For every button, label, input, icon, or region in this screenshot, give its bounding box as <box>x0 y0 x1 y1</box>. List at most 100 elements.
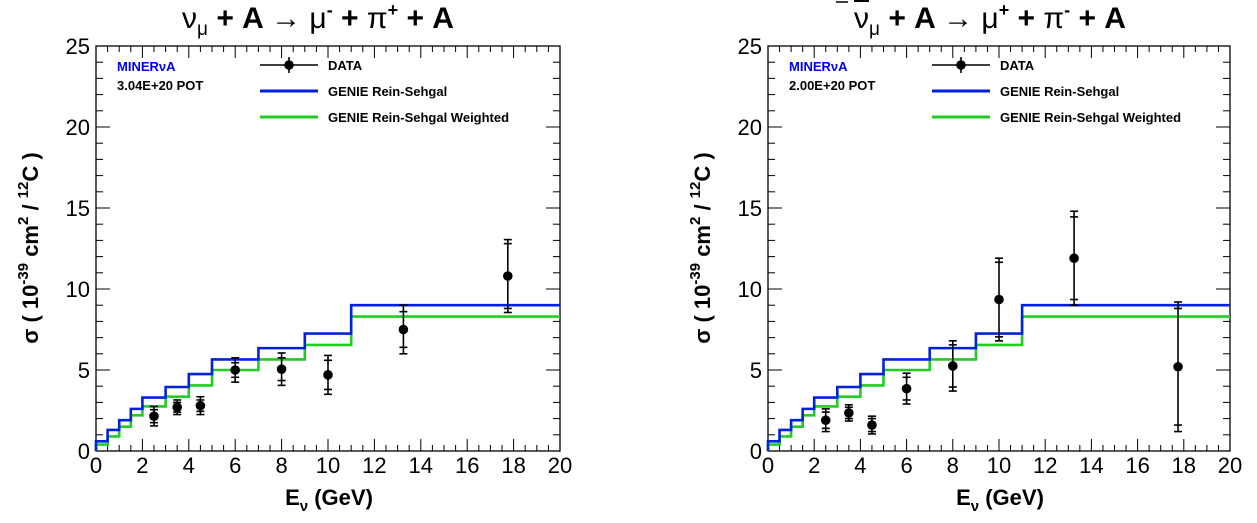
title-pi: π <box>367 2 388 35</box>
genie-rein-sehgal-line <box>766 303 1230 451</box>
x-tick-label: 18 <box>1172 453 1196 478</box>
x-axis-label: Eν (GeV) <box>285 485 373 515</box>
y-tick-label: 5 <box>78 358 90 383</box>
title-nu-sub: μ <box>869 19 880 40</box>
x-tick-label: 12 <box>1033 453 1057 478</box>
xlabel-e: E <box>285 485 300 510</box>
title-mu: μ <box>301 2 327 35</box>
xlabel-e: E <box>956 485 971 510</box>
y-tick-label: 0 <box>750 439 762 464</box>
xlabel-unit: (GeV) <box>979 485 1044 510</box>
legend: DATA GENIE Rein-Sehgal GENIE Rein-Sehgal… <box>260 57 509 125</box>
data-point <box>820 415 831 426</box>
data-point <box>172 402 182 413</box>
x-tick-label: 8 <box>947 453 959 478</box>
chart-panel-antineutrino: νμ + A → μ+ + π- + A 0 2 4 6 8 10 12 14 16 18 20 0 5… <box>687 0 1242 515</box>
legend: DATA GENIE Rein-Sehgal GENIE Rein-Sehgal… <box>932 57 1181 125</box>
title-pi-sup: - <box>1064 0 1070 20</box>
x-tick-label: 0 <box>90 453 102 478</box>
ylabel-exp: -39 <box>687 263 704 285</box>
xlabel-nu: ν <box>300 498 308 515</box>
title-nu: ν <box>182 2 197 35</box>
legend-genie-weighted-label: GENIE Rein-Sehgal Weighted <box>328 110 509 125</box>
title-mu: μ <box>973 2 999 35</box>
y-tick-label: 25 <box>66 34 90 59</box>
x-axis-label: Eν (GeV) <box>956 485 1044 515</box>
title-mu-sup: - <box>327 0 333 20</box>
y-tick-label: 15 <box>738 196 762 221</box>
title-arrow: → <box>271 2 301 35</box>
y-tick-label: 10 <box>66 277 90 302</box>
title-plus-a-end: + A <box>398 2 454 35</box>
x-tick-label: 16 <box>1125 453 1149 478</box>
x-tick-label: 8 <box>275 453 287 478</box>
data-point <box>230 365 240 375</box>
ylabel-slash: / <box>690 198 715 216</box>
x-tick-label: 2 <box>136 453 148 478</box>
data-point <box>1069 253 1079 264</box>
exposure-label: 2.00E+20 POT <box>789 78 875 93</box>
data-point <box>948 361 958 371</box>
ylabel-cm: cm <box>690 225 715 263</box>
xlabel-nu: ν <box>971 498 979 515</box>
ylabel-cm: cm <box>18 225 43 263</box>
ylabel-cm-sup: 2 <box>687 217 704 225</box>
data-point <box>994 294 1004 305</box>
y-tick-label: 20 <box>738 115 762 140</box>
exposure-label: 3.04E+20 POT <box>117 78 203 93</box>
ylabel-exp: -39 <box>15 263 32 285</box>
title-arrow: → <box>943 2 973 35</box>
legend-genie-weighted-label: GENIE Rein-Sehgal Weighted <box>1000 110 1181 125</box>
genie-rein-sehgal-weighted-line <box>766 315 1230 451</box>
data-point <box>195 400 206 411</box>
y-tick-label: 20 <box>66 115 90 140</box>
ylabel-sigma: σ ( 10 <box>690 285 715 344</box>
y-tick-label: 0 <box>78 439 90 464</box>
title-pi: π <box>1043 2 1064 35</box>
xlabel-unit: (GeV) <box>308 485 373 510</box>
title-pi-sup: + <box>388 0 399 20</box>
chart-panel-neutrino: νμ + A → μ- + π+ + A 0 2 4 6 8 10 12 14 16 18 2005… <box>15 0 572 515</box>
y-tick-label: 10 <box>738 277 762 302</box>
plot-area: 0 2 4 6 8 10 12 14 16 18 20 0 5 10 15 20 25 <box>738 34 1243 478</box>
title-mu-sup: + <box>999 0 1010 20</box>
chart-title: νμ + A → μ+ + π- + A <box>854 0 1126 40</box>
y-tick-label: 25 <box>738 34 762 59</box>
x-tick-label: 0 <box>762 453 774 478</box>
experiment-label: MINERνA <box>789 59 848 74</box>
y-tick-label: 15 <box>66 196 90 221</box>
x-tick-label: 18 <box>501 453 525 478</box>
data-point <box>149 411 159 421</box>
legend-genie-label: GENIE Rein-Sehgal <box>328 84 447 99</box>
legend-data-label: DATA <box>1000 58 1035 73</box>
y-axis-label: σ ( 10-39 cm2 / 12C ) <box>687 152 715 343</box>
data-point <box>1173 361 1183 372</box>
data-point <box>398 324 409 335</box>
ylabel-c: C ) <box>18 152 43 181</box>
x-tick-label: 2 <box>808 453 820 478</box>
x-tick-label: 6 <box>900 453 912 478</box>
x-tick-label: 4 <box>854 453 866 478</box>
y-tick-label: 5 <box>750 358 762 383</box>
title-plus-a-end: + A <box>1070 2 1126 35</box>
ylabel-12: 12 <box>15 182 32 199</box>
ylabel-c: C ) <box>690 152 715 181</box>
ylabel-sigma: σ ( 10 <box>18 285 43 344</box>
data-point <box>867 420 877 430</box>
title-plus-a: + A <box>880 2 943 35</box>
title-nu-sub: μ <box>197 19 208 40</box>
x-tick-label: 14 <box>409 453 433 478</box>
ylabel-cm-sup: 2 <box>15 217 32 225</box>
x-tick-label: 12 <box>362 453 386 478</box>
x-tick-label: 10 <box>316 453 340 478</box>
legend-data-label: DATA <box>328 58 363 73</box>
data-point <box>844 408 854 418</box>
x-tick-label: 20 <box>548 453 572 478</box>
genie-rein-sehgal-line <box>94 303 560 451</box>
x-tick-label: 10 <box>987 453 1011 478</box>
data-point <box>276 364 287 374</box>
x-tick-label: 20 <box>1218 453 1242 478</box>
data-point <box>503 271 513 281</box>
x-tick-label: 14 <box>1079 453 1103 478</box>
chart-title: νμ + A → μ- + π+ + A <box>182 0 454 40</box>
